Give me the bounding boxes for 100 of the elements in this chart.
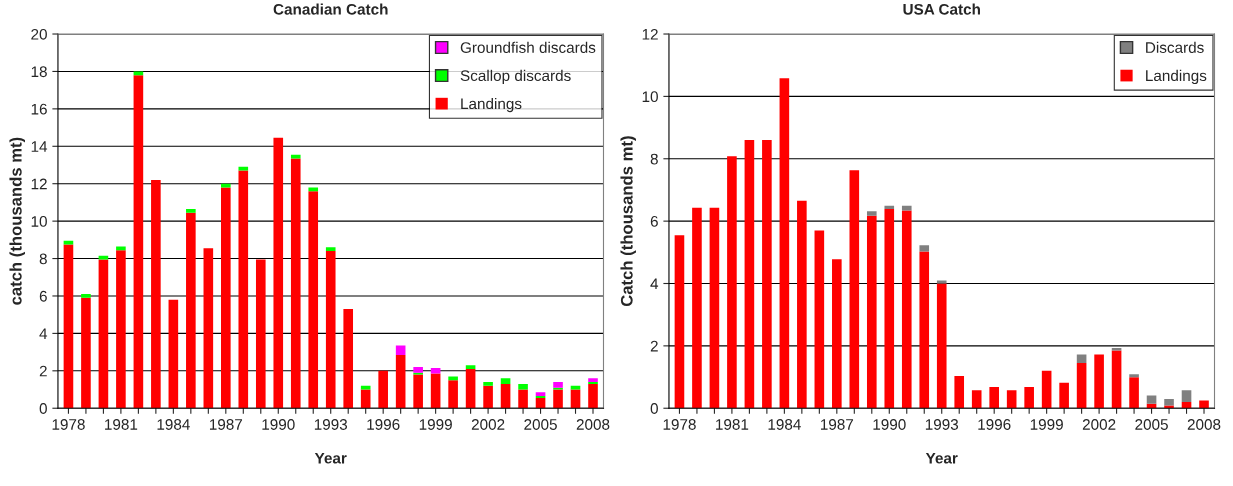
bar [413, 367, 423, 373]
bar [1164, 398, 1174, 406]
x-tick-label: 1999 [1030, 419, 1063, 430]
bar [709, 207, 720, 409]
bar [203, 248, 214, 409]
bar [255, 259, 266, 409]
bar [884, 208, 895, 409]
y-tick-label: 8 [39, 253, 47, 265]
bar [692, 207, 702, 409]
y-tick-label: 20 [31, 28, 47, 40]
bar [936, 280, 947, 284]
bar [290, 158, 301, 409]
legend-label: Scallop discards [460, 69, 571, 85]
bar [553, 389, 563, 409]
y-axis-title: Catch (thousands mt) [620, 136, 636, 307]
bar [116, 250, 126, 409]
x-tick-label: 1987 [820, 419, 854, 430]
bar [325, 251, 336, 409]
y-tick-label: 6 [650, 216, 658, 227]
chart-title: USA Catch [903, 3, 980, 15]
x-tick-label: 1981 [105, 419, 138, 430]
y-tick-label: 2 [39, 365, 47, 377]
bar [81, 297, 91, 409]
bar [1111, 350, 1122, 409]
bar [1129, 377, 1139, 409]
bar [133, 75, 144, 409]
bar [553, 382, 563, 388]
x-tick-label: 2005 [1135, 419, 1168, 430]
bar [238, 166, 249, 171]
bar [483, 385, 493, 409]
bar [378, 370, 388, 409]
bar [500, 383, 511, 409]
bar [1041, 370, 1052, 409]
x-tick-label: 1996 [367, 419, 400, 430]
bar [395, 354, 406, 409]
x-tick-label: 1996 [978, 419, 1011, 430]
bar [518, 383, 528, 390]
legend-label: Groundfish discards [460, 41, 596, 53]
bar [360, 385, 371, 390]
bar [518, 389, 528, 409]
x-tick-label: 1978 [52, 419, 85, 430]
y-tick-label: 12 [642, 28, 658, 40]
bar [465, 365, 476, 369]
bar [395, 345, 406, 355]
bar [674, 235, 685, 409]
bar [273, 137, 284, 409]
y-tick-label: 10 [642, 91, 658, 103]
bar [500, 378, 511, 384]
legend-label: Landings [1146, 69, 1207, 85]
x-tick-label: 1993 [314, 419, 348, 430]
x-axis-title: Year [925, 452, 958, 464]
legend-label: Discards [1146, 41, 1204, 53]
bar [1199, 400, 1209, 409]
y-tick-label: 4 [650, 278, 659, 290]
bar [588, 378, 598, 383]
y-tick-label: 18 [31, 66, 47, 78]
y-axis-title: catch (thousands mt) [9, 137, 25, 305]
y-tick-label: 4 [39, 328, 48, 339]
x-tick-label: 1990 [873, 419, 906, 430]
bar [989, 387, 999, 409]
bar [1164, 405, 1174, 409]
bar [465, 368, 476, 409]
bar [954, 376, 965, 409]
chart-title: Canadian Catch [273, 3, 388, 15]
y-tick-label: 10 [31, 216, 47, 227]
bar [1111, 348, 1122, 351]
bar [308, 187, 319, 192]
y-tick-label: 0 [39, 403, 47, 414]
x-tick-label: 1999 [419, 419, 452, 430]
bar [63, 244, 74, 409]
bar [1076, 363, 1087, 409]
bar [343, 309, 354, 409]
bar [413, 374, 423, 409]
x-tick-label: 2002 [471, 419, 505, 430]
bar [866, 215, 877, 409]
bar [744, 140, 755, 409]
bar [81, 294, 91, 298]
x-axis-title: Year [314, 452, 347, 464]
bar [570, 389, 581, 409]
bar [186, 208, 196, 213]
y-tick-label: 16 [31, 103, 47, 115]
bar [535, 392, 546, 397]
bar [186, 212, 196, 409]
bar [919, 251, 930, 409]
bar [535, 397, 546, 409]
bar [971, 390, 982, 409]
bar [168, 299, 179, 409]
x-tick-label: 2002 [1082, 419, 1116, 430]
bar [360, 389, 371, 409]
bar [832, 259, 842, 409]
bar [919, 245, 930, 252]
y-tick-label: 12 [31, 178, 47, 190]
y-tick-label: 6 [39, 290, 47, 302]
x-tick-label: 1984 [768, 419, 801, 430]
x-tick-label: 2008 [576, 419, 610, 430]
bar [63, 240, 74, 245]
bar [779, 78, 790, 409]
bar [448, 376, 458, 381]
bar [133, 71, 144, 76]
bar [936, 283, 947, 409]
